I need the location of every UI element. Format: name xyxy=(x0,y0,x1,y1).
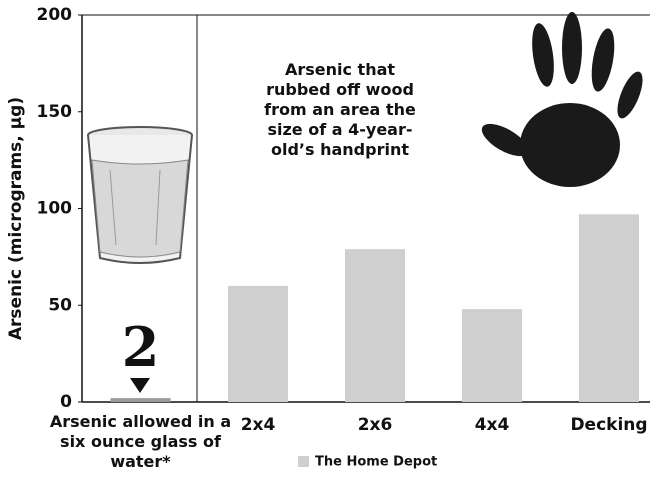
category-label: 4x4 xyxy=(475,415,510,435)
annotation: Arsenic that rubbed off wood from an are… xyxy=(264,60,416,159)
category-label: 2x4 xyxy=(241,415,276,435)
bar xyxy=(345,249,405,402)
bar xyxy=(228,285,288,402)
legend-swatch xyxy=(298,456,309,467)
y-tick-label: 0 xyxy=(60,392,72,412)
y-tick-label: 100 xyxy=(37,199,73,219)
glass-illustration xyxy=(87,126,193,264)
data-label: 2 xyxy=(122,315,160,379)
y-tick-label: 150 xyxy=(37,102,73,122)
category-label: Arsenic allowed in a six ounce glass of … xyxy=(49,412,232,471)
category-label: Decking xyxy=(570,415,647,435)
y-tick-label: 50 xyxy=(48,295,72,315)
legend-label: The Home Depot xyxy=(315,455,437,470)
bar xyxy=(110,398,171,402)
bar xyxy=(462,309,522,402)
y-tick-label: 200 xyxy=(37,5,73,25)
category-label: 2x6 xyxy=(358,415,393,435)
pointer-arrow xyxy=(130,378,150,393)
handprint-illustration xyxy=(481,12,643,187)
bar xyxy=(579,214,639,402)
y-axis-label: Arsenic (micrograms, µg) xyxy=(6,97,26,340)
